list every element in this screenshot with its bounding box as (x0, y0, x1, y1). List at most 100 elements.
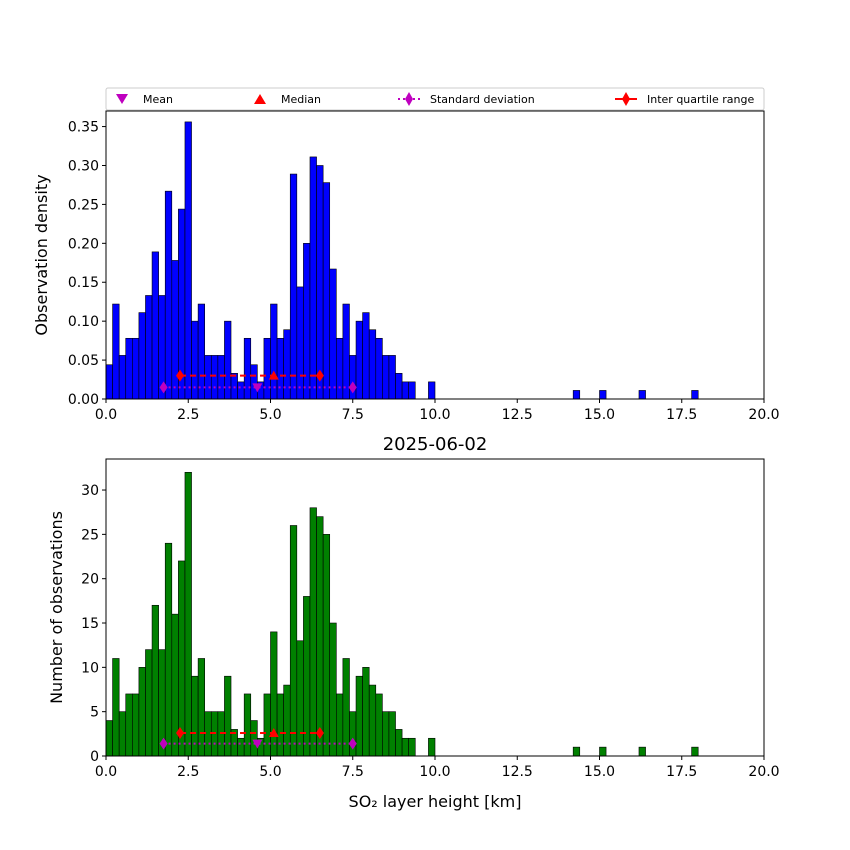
density-y-axis-label: Observation density (32, 174, 51, 335)
density-bar (276, 337, 284, 400)
density-x-tick-label: 10.0 (419, 407, 450, 423)
density-bar (164, 190, 173, 400)
density-bar (132, 337, 140, 400)
count-std-high-marker (348, 737, 357, 750)
density-bar (316, 165, 324, 400)
density-iqr-high-marker (315, 369, 324, 382)
density-bar (250, 364, 258, 400)
legend: Mean Median Standard deviation Inter qua… (105, 87, 765, 111)
count-x-tick-label: 12.5 (502, 764, 533, 780)
density-x-tick-label: 15.0 (584, 407, 615, 423)
density-median-marker (268, 370, 279, 380)
density-bar (230, 373, 238, 400)
density-bar (309, 156, 317, 400)
count-bar (237, 737, 245, 757)
count-bar (368, 684, 377, 757)
count-x-tick-label: 5.0 (259, 764, 281, 780)
count-y-tick-label: 5 (90, 705, 99, 721)
legend-entry-iqr: Inter quartile range (615, 92, 754, 106)
density-x-tick-label: 0.0 (95, 407, 117, 423)
legend-median-marker-icon (254, 94, 266, 104)
density-bar (375, 337, 383, 400)
density-bar (428, 381, 436, 400)
count-bar (342, 658, 350, 757)
count-y-tick-label: 30 (81, 483, 99, 499)
count-bar (329, 622, 337, 757)
legend-frame (105, 87, 765, 111)
count-bar (572, 746, 581, 757)
legend-std-label: Standard deviation (430, 93, 535, 106)
count-bar (151, 604, 159, 757)
count-y-axis-label: Number of observations (47, 511, 66, 704)
count-bar (382, 711, 390, 757)
density-x-tick-label: 17.5 (666, 407, 697, 423)
density-bars (105, 121, 699, 400)
density-bar (145, 295, 153, 400)
count-iqr-high-marker (315, 726, 324, 739)
density-bar (329, 268, 337, 400)
density-x-tick-label: 12.5 (502, 407, 533, 423)
count-bar (178, 560, 186, 757)
legend-entry-std: Standard deviation (398, 92, 535, 106)
density-bar (382, 355, 390, 400)
density-bar (243, 337, 252, 400)
density-bar (335, 337, 344, 400)
count-bar (408, 737, 416, 757)
legend-iqr-label: Inter quartile range (647, 93, 754, 106)
density-bar (138, 312, 146, 400)
count-x-tick-label: 15.0 (584, 764, 615, 780)
density-bar (388, 355, 396, 400)
density-chart: 0.0 2.5 5.0 7.5 10.0 12.5 15.0 17.5 20.0 0.000.0… (32, 110, 780, 423)
count-x-tick-label: 20.0 (748, 764, 779, 780)
density-mean-marker (252, 383, 263, 393)
density-iqr-low-marker (176, 369, 185, 382)
count-bar (270, 631, 278, 757)
density-bar (368, 329, 377, 400)
count-bar (118, 711, 127, 757)
count-bar (197, 658, 205, 757)
density-std-high-marker (348, 381, 357, 394)
density-bar (171, 260, 179, 400)
count-bar (335, 693, 344, 757)
density-y-ticks: 0.00 0.05 0.10 0.15 0.20 0.25 0.30 0.35 (68, 120, 106, 408)
count-bar (395, 729, 403, 757)
count-x-tick-label: 10.0 (419, 764, 450, 780)
count-y-ticks: 0 5 10 15 20 25 30 (81, 483, 106, 765)
density-bar (178, 208, 186, 400)
count-bar (250, 720, 258, 757)
count-y-tick-label: 10 (81, 660, 99, 676)
count-bar (164, 542, 173, 757)
density-bar (691, 390, 699, 400)
count-bar (401, 737, 409, 757)
count-iqr-low-marker (176, 726, 185, 739)
density-y-tick-label: 0.10 (68, 314, 99, 330)
density-bar (151, 251, 159, 400)
count-bar (388, 711, 396, 757)
density-bar (270, 303, 278, 400)
count-x-ticks: 0.0 2.5 5.0 7.5 10.0 12.5 15.0 17.5 20.0 (95, 756, 780, 780)
density-y-tick-label: 0.05 (68, 353, 99, 369)
density-bar (599, 390, 607, 400)
density-bar (237, 381, 245, 400)
density-y-tick-label: 0.30 (68, 158, 99, 174)
legend-iqr-marker-icon (622, 92, 630, 106)
density-x-tick-label: 2.5 (177, 407, 199, 423)
density-y-tick-label: 0.00 (68, 392, 99, 408)
density-bar (638, 390, 646, 400)
density-bar (322, 182, 331, 400)
count-bar (428, 737, 436, 757)
count-chart-title: 2025-06-02 (383, 434, 488, 455)
density-bar (184, 121, 192, 400)
legend-entry-mean: Mean (116, 93, 173, 106)
count-bar (375, 693, 383, 757)
legend-std-marker-icon (405, 92, 413, 106)
density-bar (572, 390, 581, 400)
density-stat-markers (159, 369, 357, 394)
count-y-tick-label: 20 (81, 572, 99, 588)
count-bar (112, 658, 120, 757)
count-bar (145, 649, 153, 757)
density-x-tick-label: 5.0 (259, 407, 281, 423)
count-x-tick-label: 7.5 (342, 764, 364, 780)
count-bar (296, 640, 304, 757)
legend-median-label: Median (281, 93, 321, 106)
